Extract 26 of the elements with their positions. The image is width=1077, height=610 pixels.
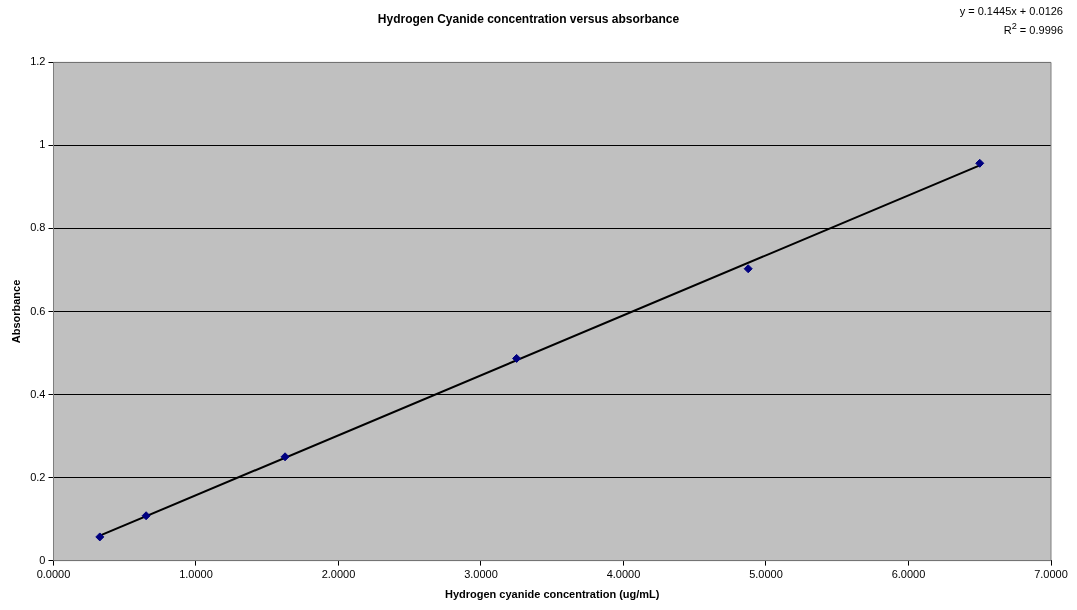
x-tick-label: 3.0000 (464, 568, 498, 581)
point (95, 532, 105, 542)
x-axis-title: Hydrogen cyanide concentration (ug/mL) (444, 588, 660, 601)
x-tick-label: 7.0000 (1034, 568, 1068, 581)
point (141, 511, 151, 521)
y-tick-label: 0.2 (30, 470, 46, 483)
text: y = 0.1445x + 0.0126 (959, 4, 1063, 19)
text: R$^{2}$ = 0.9996 (1002, 20, 1063, 38)
point (280, 452, 290, 462)
point (743, 264, 753, 274)
x-tick-label: 2.0000 (321, 568, 356, 581)
y-tick-label: 0.8 (30, 221, 46, 234)
point (512, 353, 522, 363)
y-tick-label: 0.4 (30, 387, 46, 400)
x-tick-label: 4.0000 (606, 568, 641, 581)
y-axis-title: Absorbance (9, 279, 22, 344)
x-tick-label: 1.0000 (179, 568, 213, 581)
y-tick-label: 0 (39, 553, 46, 566)
y-tick-label: 0.6 (30, 304, 46, 317)
y-tick-label: 1 (39, 138, 46, 151)
x-tick-label: 5.0000 (749, 568, 783, 581)
x-tick-label: 6.0000 (891, 568, 926, 581)
point (975, 158, 985, 168)
chart-title: Hydrogen Cyanide concentration versus absorbance (377, 11, 680, 26)
y-tick-label: 1.2 (30, 55, 46, 68)
x-tick-label: 0.0000 (36, 568, 71, 581)
